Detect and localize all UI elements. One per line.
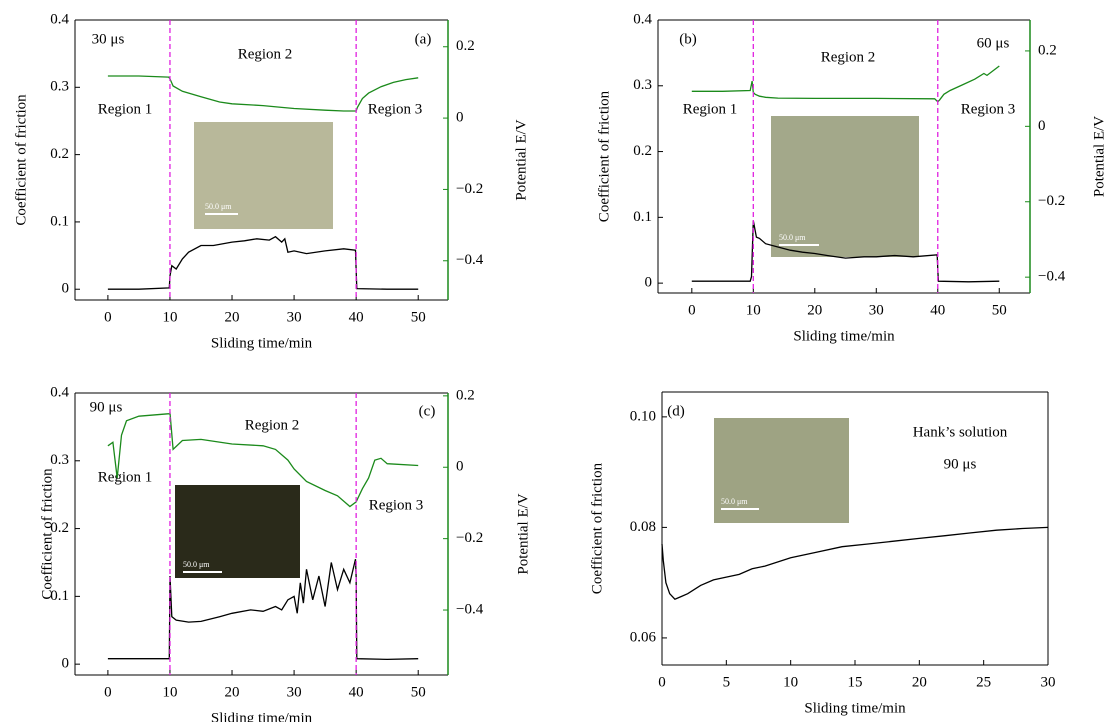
annotation: Region 3 (368, 101, 423, 117)
x-tick-label: 40 (349, 309, 364, 325)
panel-label: (c) (419, 403, 436, 419)
x-tick-label: 30 (287, 684, 302, 700)
inset-image (714, 418, 849, 523)
annotation: 60 μs (977, 35, 1010, 51)
annotation: Region 2 (245, 417, 300, 433)
annotation: 90 μs (90, 399, 123, 415)
x-tick-label: 30 (287, 309, 302, 325)
x-tick-label: 10 (783, 674, 798, 690)
y-tick-label: 0.4 (50, 384, 69, 400)
x-tick-label: 0 (658, 674, 666, 690)
annotation: Region 2 (821, 49, 876, 65)
y2-tick-label: −0.4 (1038, 269, 1066, 285)
series-line (107, 411, 419, 508)
y-tick-label: 0 (62, 281, 70, 297)
x-tick-label: 50 (992, 302, 1007, 318)
y2-tick-label: −0.4 (456, 252, 484, 268)
x-tick-label: 40 (349, 684, 364, 700)
scale-label: 50.0 μm (205, 202, 232, 211)
x-axis-label: Sliding time/min (793, 328, 895, 344)
annotation: Hank’s solution (913, 424, 1008, 440)
panel-label: (a) (415, 31, 432, 47)
panel-label: (d) (667, 403, 685, 419)
y-tick-label: 0.2 (50, 146, 69, 162)
y-tick-label: 0 (645, 275, 653, 291)
y2-axis-label: Potential E/V (513, 119, 529, 200)
y-tick-label: 0.2 (633, 143, 652, 159)
y-tick-label: 0.3 (633, 77, 652, 93)
y2-tick-label: 0 (456, 459, 464, 475)
x-axis-label: Sliding time/min (211, 710, 313, 722)
y2-tick-label: −0.2 (456, 181, 483, 197)
x-tick-label: 30 (869, 302, 884, 318)
annotation: Region 3 (369, 497, 424, 513)
y-tick-label: 0.10 (630, 408, 656, 424)
y-tick-label: 0.4 (633, 11, 652, 27)
annotation: 30 μs (92, 31, 125, 47)
annotation: Region 1 (98, 101, 153, 117)
panel-label: (b) (679, 31, 697, 47)
y-tick-label: 0.08 (630, 519, 656, 535)
y-tick-label: 0.1 (50, 588, 69, 604)
x-tick-label: 25 (976, 674, 991, 690)
x-tick-label: 15 (848, 674, 863, 690)
y2-axis-label: Potential E/V (515, 493, 531, 574)
y-axis-label: Coefficient of friction (13, 94, 29, 226)
scale-label: 50.0 μm (183, 560, 210, 569)
x-tick-label: 0 (104, 309, 112, 325)
x-tick-label: 20 (807, 302, 822, 318)
scale-label: 50.0 μm (721, 497, 748, 506)
y-tick-label: 0.3 (50, 452, 69, 468)
y-axis-label: Coefficient of friction (39, 468, 55, 600)
annotation: Region 2 (238, 46, 293, 62)
series-line (691, 65, 1000, 103)
x-tick-label: 20 (912, 674, 927, 690)
inset-image (771, 116, 919, 257)
x-tick-label: 20 (225, 684, 240, 700)
annotation: 90 μs (944, 456, 977, 472)
y2-tick-label: 0.2 (456, 387, 475, 403)
y-axis-label: Coefficient of friction (596, 90, 612, 222)
y-tick-label: 0 (62, 656, 70, 672)
y2-axis-label: Potential E/V (1091, 116, 1107, 197)
y2-tick-label: 0.2 (456, 38, 475, 54)
annotation: Region 3 (961, 101, 1016, 117)
y2-tick-label: 0 (456, 110, 464, 126)
y-tick-label: 0.06 (630, 629, 657, 645)
x-tick-label: 30 (1041, 674, 1056, 690)
annotation: Region 1 (683, 101, 738, 117)
x-axis-label: Sliding time/min (211, 335, 313, 351)
annotation: Region 1 (98, 469, 153, 485)
y-tick-label: 0.2 (50, 520, 69, 536)
x-axis-label: Sliding time/min (804, 700, 906, 716)
series-line (661, 526, 1049, 600)
y-tick-label: 0.3 (50, 79, 69, 95)
x-tick-label: 10 (162, 684, 177, 700)
x-tick-label: 40 (930, 302, 945, 318)
y-axis-label: Coefficient of friction (589, 462, 605, 594)
series-line (107, 235, 419, 290)
y-tick-label: 0.1 (633, 209, 652, 225)
y2-tick-label: −0.2 (1038, 193, 1065, 209)
series-line (107, 75, 419, 112)
x-tick-label: 5 (723, 674, 731, 690)
y-tick-label: 0.1 (50, 213, 69, 229)
x-tick-label: 50 (411, 309, 426, 325)
y-tick-label: 0.4 (50, 11, 69, 27)
inset-image (194, 122, 333, 229)
x-tick-label: 50 (411, 684, 426, 700)
x-tick-label: 20 (225, 309, 240, 325)
scale-label: 50.0 μm (779, 233, 806, 242)
x-tick-label: 10 (162, 309, 177, 325)
x-tick-label: 0 (104, 684, 112, 700)
inset-image (175, 485, 300, 578)
y2-tick-label: −0.4 (456, 601, 484, 617)
y2-tick-label: 0.2 (1038, 42, 1057, 58)
series-line (107, 558, 419, 661)
x-tick-label: 10 (746, 302, 761, 318)
y2-tick-label: −0.2 (456, 530, 483, 546)
x-tick-label: 0 (688, 302, 696, 318)
y2-tick-label: 0 (1038, 118, 1046, 134)
